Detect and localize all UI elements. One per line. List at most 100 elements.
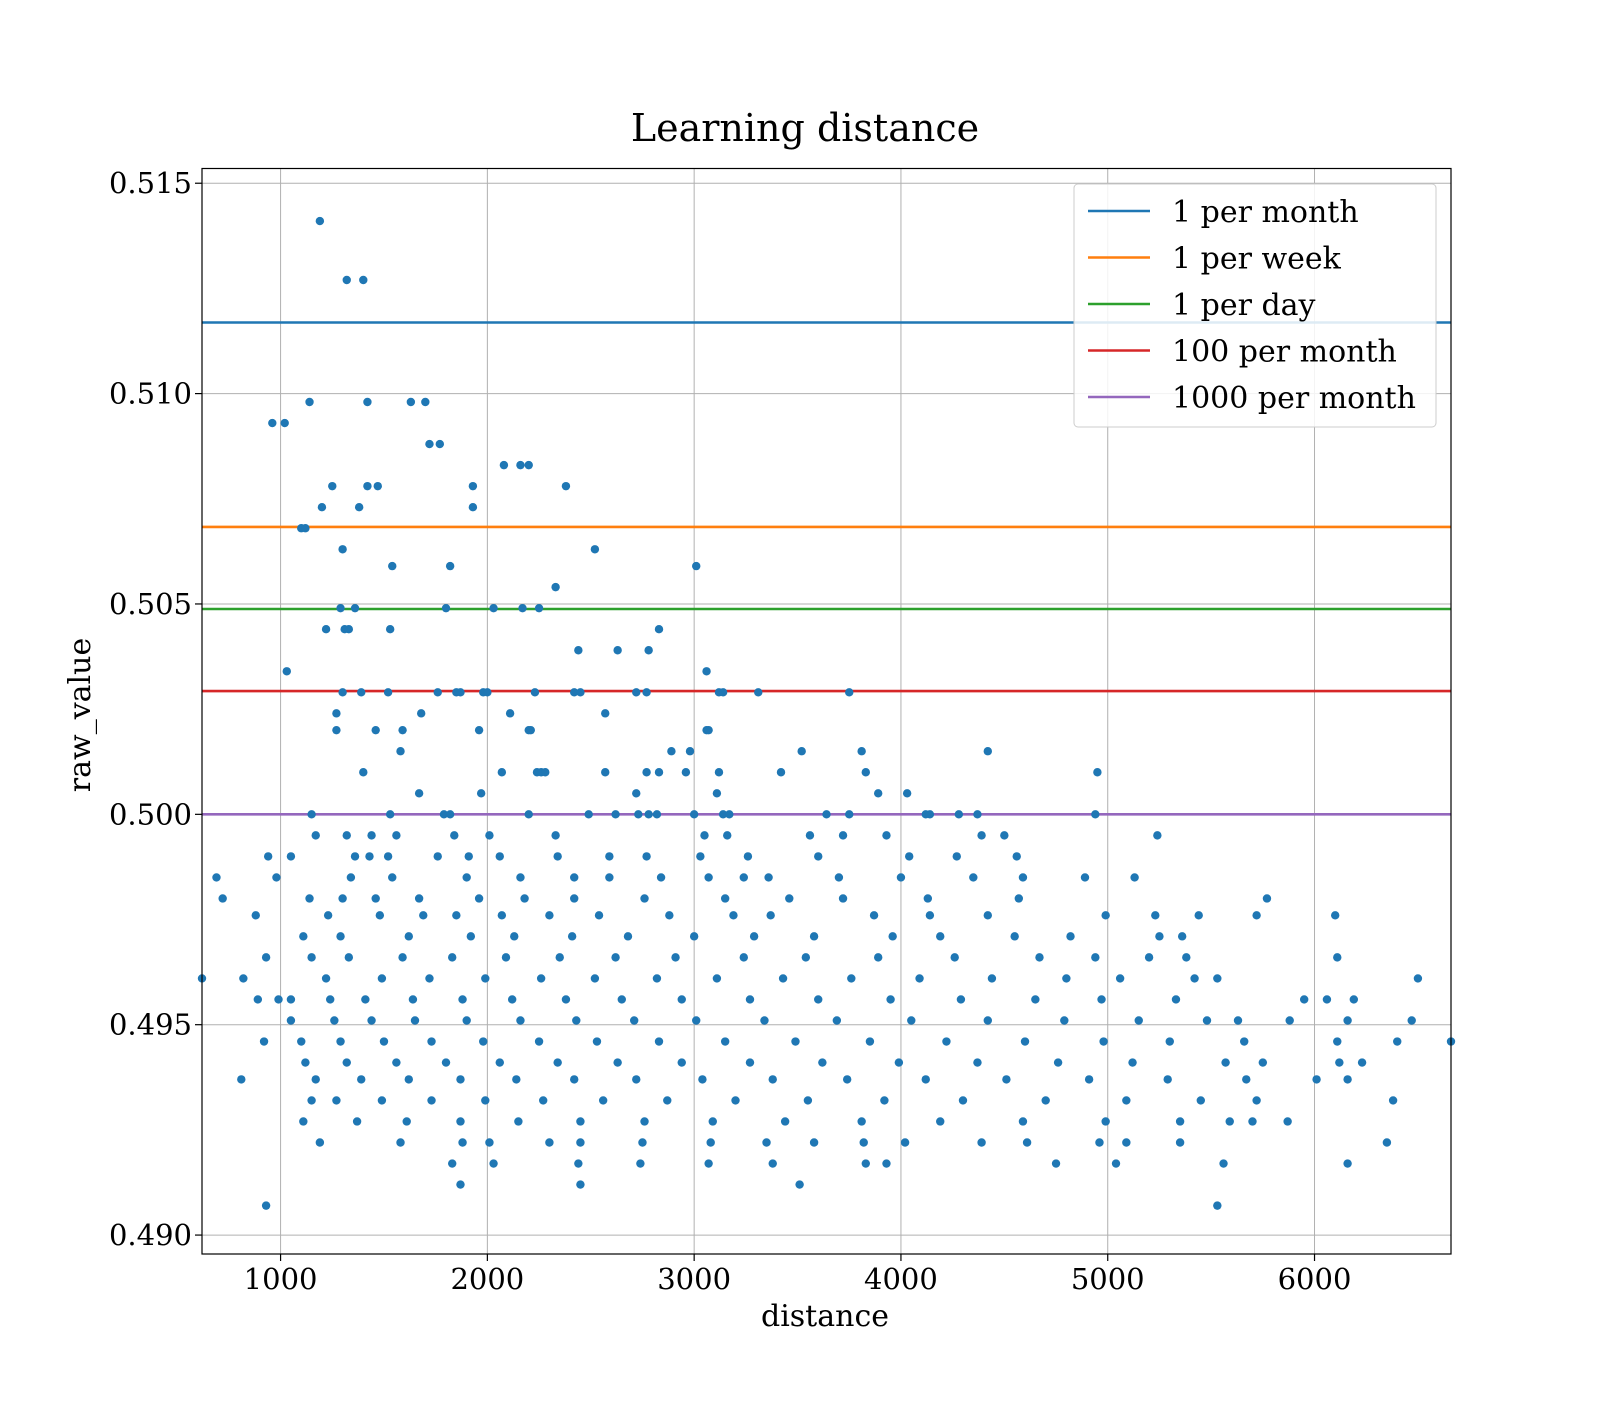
data-point	[1060, 1016, 1069, 1025]
data-point	[832, 1016, 842, 1025]
data-point	[718, 688, 728, 697]
data-point	[332, 725, 341, 735]
data-point	[671, 953, 680, 962]
data-point	[1196, 1096, 1205, 1105]
data-point	[776, 768, 786, 777]
data-point	[263, 852, 273, 861]
data-point	[342, 831, 351, 840]
data-point	[702, 667, 711, 676]
axis-ticks: 1000 2000 3000 4000 5000 6000 0.490 0.495 0.500 0…	[109, 166, 1351, 1296]
data-point	[1051, 1159, 1061, 1168]
data-point	[1002, 1075, 1011, 1084]
data-point	[375, 911, 385, 920]
data-point	[474, 894, 484, 903]
data-point	[553, 852, 562, 861]
data-point	[1111, 1159, 1121, 1168]
data-point	[481, 974, 490, 983]
data-point	[541, 768, 550, 777]
data-point	[969, 873, 978, 882]
data-point	[315, 1138, 325, 1147]
data-point	[915, 974, 924, 983]
data-point	[778, 974, 788, 983]
data-point	[398, 953, 407, 962]
data-point	[261, 953, 271, 962]
data-point	[414, 789, 424, 798]
data-point	[1035, 953, 1044, 962]
data-point	[601, 768, 610, 777]
data-point	[1182, 953, 1191, 962]
data-point	[1413, 974, 1423, 983]
data-point	[305, 397, 314, 407]
data-point	[634, 810, 643, 819]
data-point	[1202, 1016, 1212, 1025]
data-point	[1134, 1016, 1143, 1025]
data-point	[1053, 1058, 1063, 1067]
data-point	[576, 1117, 585, 1126]
data-point	[1101, 1117, 1110, 1126]
data-point	[768, 1159, 777, 1168]
data-point	[1091, 810, 1100, 819]
data-point	[642, 852, 651, 861]
data-point	[383, 688, 393, 697]
data-point	[570, 1075, 579, 1084]
data-point	[861, 1159, 870, 1168]
data-point	[605, 852, 614, 861]
data-point	[780, 1117, 790, 1126]
data-point	[485, 831, 494, 840]
data-point	[396, 1138, 405, 1147]
data-point	[739, 953, 748, 962]
data-point	[489, 1159, 498, 1168]
data-point	[894, 1058, 904, 1067]
data-point	[311, 831, 320, 840]
data-point	[925, 810, 935, 819]
data-point	[377, 974, 387, 983]
data-point	[766, 911, 775, 920]
data-point	[297, 1037, 306, 1046]
data-point	[698, 1075, 707, 1084]
data-point	[1022, 1138, 1032, 1147]
data-point	[1018, 873, 1028, 882]
data-point	[822, 810, 831, 819]
data-point	[838, 894, 848, 903]
x-tick-label: 4000	[864, 1262, 938, 1296]
data-point	[311, 1075, 320, 1084]
data-point	[336, 932, 345, 941]
data-point	[590, 545, 600, 554]
data-point	[1252, 911, 1261, 920]
data-point	[642, 688, 651, 697]
data-point	[805, 831, 815, 840]
data-point	[1213, 1201, 1222, 1210]
data-point	[344, 953, 354, 962]
data-point	[1144, 953, 1154, 962]
data-point	[613, 1058, 622, 1067]
data-point	[516, 1016, 525, 1025]
data-point	[456, 1075, 465, 1084]
data-point	[576, 1138, 585, 1147]
data-point	[1155, 932, 1164, 941]
data-point	[489, 603, 498, 613]
y-tick-label: 0.490	[109, 1218, 192, 1252]
data-point	[510, 932, 519, 941]
data-point	[677, 995, 686, 1004]
data-point	[342, 275, 351, 285]
data-point	[462, 873, 471, 882]
data-point	[574, 646, 583, 655]
data-point	[857, 747, 866, 756]
data-point	[305, 894, 314, 903]
data-point	[346, 873, 356, 882]
data-point	[1012, 852, 1021, 861]
data-point	[1080, 873, 1090, 882]
data-point	[485, 1138, 494, 1147]
data-point	[1312, 1075, 1321, 1084]
data-point	[1219, 1159, 1228, 1168]
data-point	[611, 953, 620, 962]
data-point	[704, 1159, 713, 1168]
data-point	[700, 831, 709, 840]
data-point	[336, 1037, 345, 1046]
data-point	[338, 894, 347, 903]
data-point	[268, 418, 277, 428]
data-point	[754, 688, 763, 697]
data-point	[745, 1058, 755, 1067]
data-point	[396, 747, 405, 756]
data-point	[977, 831, 986, 840]
